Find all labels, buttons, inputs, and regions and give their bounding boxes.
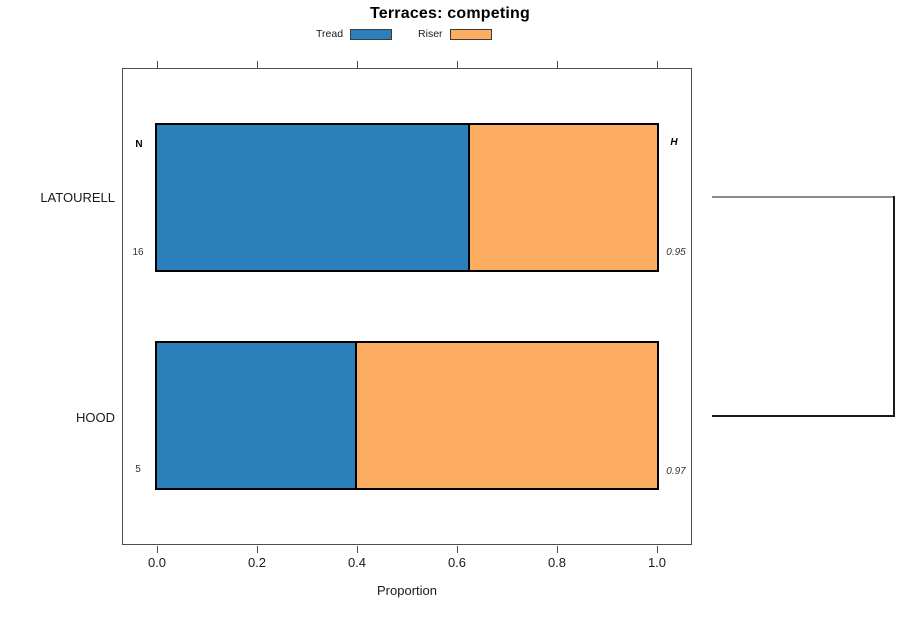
axis-tick-bottom-3 — [457, 546, 458, 553]
legend-item-riser: Riser — [418, 28, 492, 40]
annotation-n-header: N — [135, 139, 143, 150]
axis-tick-top-3 — [457, 61, 458, 68]
axis-tick-bottom-5 — [657, 546, 658, 553]
axis-tick-label-2: 0.4 — [347, 555, 367, 570]
bar-segment-hood-riser — [357, 343, 657, 488]
annotation-n-latourell: 16 — [132, 247, 144, 258]
annotation-h-latourell: 0.95 — [666, 247, 686, 258]
legend-label-tread: Tread — [316, 28, 344, 40]
category-label-hood: HOOD — [76, 410, 115, 425]
category-label-latourell: LATOURELL — [40, 190, 115, 205]
annotation-n-hood: 5 — [135, 464, 141, 475]
bar-hood — [155, 341, 659, 490]
axis-tick-top-2 — [357, 61, 358, 68]
axis-tick-top-0 — [157, 61, 158, 68]
axis-tick-top-1 — [257, 61, 258, 68]
axis-tick-bottom-2 — [357, 546, 358, 553]
annotation-h-hood: 0.97 — [666, 466, 686, 477]
bar-segment-hood-tread — [157, 343, 357, 488]
legend-swatch-riser — [449, 28, 492, 40]
axis-tick-top-4 — [557, 61, 558, 68]
bar-segment-latourell-tread — [157, 125, 470, 270]
x-axis-label: Proportion — [377, 583, 437, 598]
legend-item-tread: Tread — [316, 28, 393, 40]
legend-swatch-tread — [350, 28, 393, 40]
axis-tick-top-5 — [657, 61, 658, 68]
dendrogram-branch-top — [712, 196, 895, 198]
axis-tick-label-5: 1.0 — [647, 555, 667, 570]
axis-tick-label-4: 0.8 — [547, 555, 567, 570]
axis-tick-label-0: 0.0 — [147, 555, 167, 570]
legend: Tread Riser — [316, 26, 492, 42]
bar-latourell — [155, 123, 659, 272]
axis-tick-bottom-4 — [557, 546, 558, 553]
axis-tick-label-3: 0.6 — [447, 555, 467, 570]
chart-title: Terraces: competing — [370, 5, 530, 22]
dendrogram-branch-bottom — [712, 415, 895, 417]
plot-area — [122, 68, 692, 545]
axis-tick-bottom-0 — [157, 546, 158, 553]
axis-tick-bottom-1 — [257, 546, 258, 553]
dendrogram-joint — [893, 196, 895, 417]
annotation-h-header: H — [670, 137, 678, 148]
bar-segment-latourell-riser — [469, 125, 657, 270]
legend-label-riser: Riser — [418, 28, 443, 40]
axis-tick-label-1: 0.2 — [247, 555, 267, 570]
